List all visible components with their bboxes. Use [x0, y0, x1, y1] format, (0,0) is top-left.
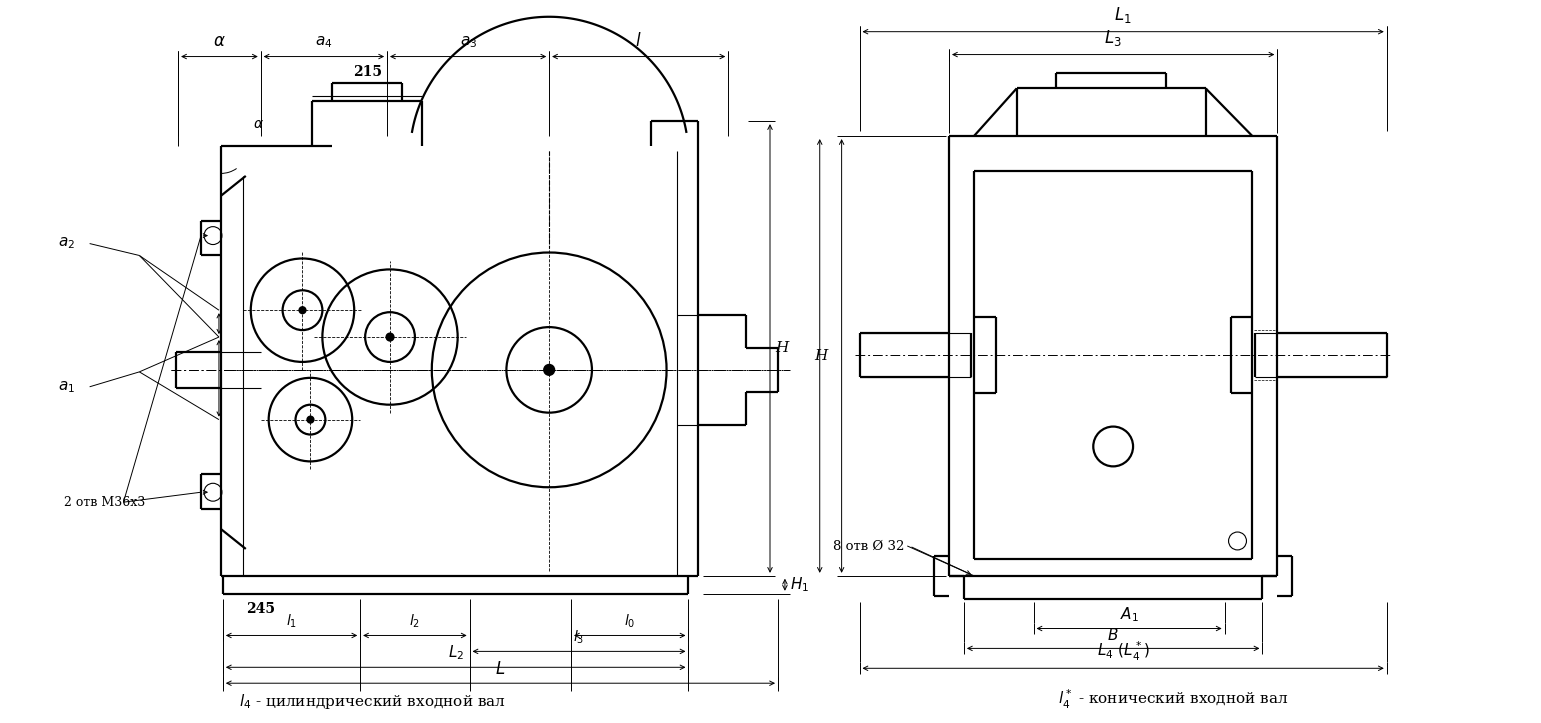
- Text: $a_2$: $a_2$: [59, 236, 76, 252]
- Circle shape: [544, 365, 555, 375]
- Text: $L_4\ (L_4^*)$: $L_4\ (L_4^*)$: [1097, 640, 1150, 663]
- Text: $l$: $l$: [635, 32, 643, 50]
- Text: $\alpha$: $\alpha$: [253, 117, 264, 131]
- Text: $l_3$: $l_3$: [573, 629, 584, 646]
- Text: $L_1$: $L_1$: [1114, 5, 1133, 25]
- Text: H: H: [775, 341, 789, 356]
- Circle shape: [387, 333, 393, 341]
- Text: H: H: [814, 349, 828, 363]
- Text: $a_4$: $a_4$: [316, 34, 333, 50]
- Text: $l_1$: $l_1$: [287, 613, 297, 630]
- Text: $L$: $L$: [495, 662, 505, 678]
- Text: $l_2$: $l_2$: [410, 613, 421, 630]
- Text: $B$: $B$: [1108, 628, 1119, 643]
- Text: $l_0$: $l_0$: [624, 613, 635, 630]
- Text: $\alpha$: $\alpha$: [213, 33, 227, 50]
- Text: 8 отв Ø 32: 8 отв Ø 32: [834, 539, 905, 552]
- Text: 215: 215: [353, 65, 382, 80]
- Text: 2 отв М36х3: 2 отв М36х3: [63, 496, 145, 509]
- Circle shape: [308, 416, 313, 423]
- Text: $a_3$: $a_3$: [459, 34, 476, 50]
- Text: $L_2$: $L_2$: [447, 643, 464, 662]
- Circle shape: [299, 307, 305, 313]
- Text: $A_1$: $A_1$: [1120, 605, 1139, 623]
- Text: $l_4^*$ - конический входной вал: $l_4^*$ - конический входной вал: [1057, 688, 1288, 711]
- Text: $H_1$: $H_1$: [791, 576, 809, 594]
- Text: 245: 245: [247, 602, 276, 616]
- Text: $a_1$: $a_1$: [59, 379, 76, 395]
- Text: $L_3$: $L_3$: [1105, 27, 1122, 48]
- Text: $l_4$ - цилиндрический входной вал: $l_4$ - цилиндрический входной вал: [239, 692, 505, 711]
